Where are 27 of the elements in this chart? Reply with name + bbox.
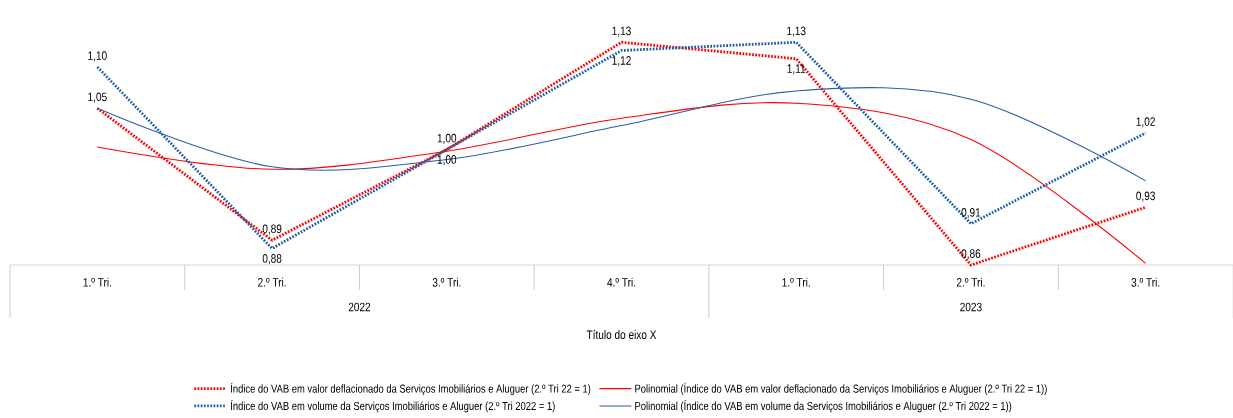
legend-label: Índice do VAB em valor deflacionado da Serviços Imobiliários e Aluguer (2.º Tri 22 = 1) <box>230 382 591 396</box>
x-tick-label: 2.º Tri. <box>956 277 985 287</box>
x-tick-label: 3.º Tri. <box>432 277 461 287</box>
legend-label: Polinomial (Índice do VAB em valor deflacionado da Serviços Imobiliários e Aluguer (2.º Tri 22 = 1)) <box>635 382 1047 396</box>
text: 2023 <box>960 302 982 312</box>
text: 2022 <box>348 302 371 312</box>
data-label: 1,02 <box>1136 117 1155 128</box>
data-label: 1,11 <box>787 64 806 75</box>
x-tick-label: 2.º Tri. <box>258 277 286 287</box>
legend-label: Polinomial (Índice do VAB em volume da Serviços Imobiliários e Aluguer (2.º Tri 2022 = 1)) <box>635 399 1012 413</box>
data-label: 0,88 <box>262 254 282 265</box>
x-axis-title: Título do eixo X <box>586 329 657 340</box>
data-label: 1,13 <box>787 26 806 37</box>
data-label: 1,12 <box>612 56 631 67</box>
data-label: 1,13 <box>612 26 631 37</box>
x-tick-label: 1.º Tri. <box>782 277 810 287</box>
data-label: 0,91 <box>961 208 981 219</box>
legend-label: Índice do VAB em volume da Serviços Imobiliários e Aluguer (2.º Tri 2022 = 1) <box>230 399 555 413</box>
x-tick-label: 1.º Tri. <box>83 277 111 287</box>
data-label: 1,05 <box>88 92 107 103</box>
data-label: 0,93 <box>1136 191 1155 202</box>
data-label: 0,86 <box>961 249 981 260</box>
x-tick-label: 3.º Tri. <box>1131 277 1160 287</box>
data-label: 1,00 <box>437 133 457 144</box>
x-tick-label: 4.º Tri. <box>607 277 636 287</box>
data-label: 1,10 <box>88 51 107 62</box>
data-label: 0,89 <box>262 224 282 235</box>
